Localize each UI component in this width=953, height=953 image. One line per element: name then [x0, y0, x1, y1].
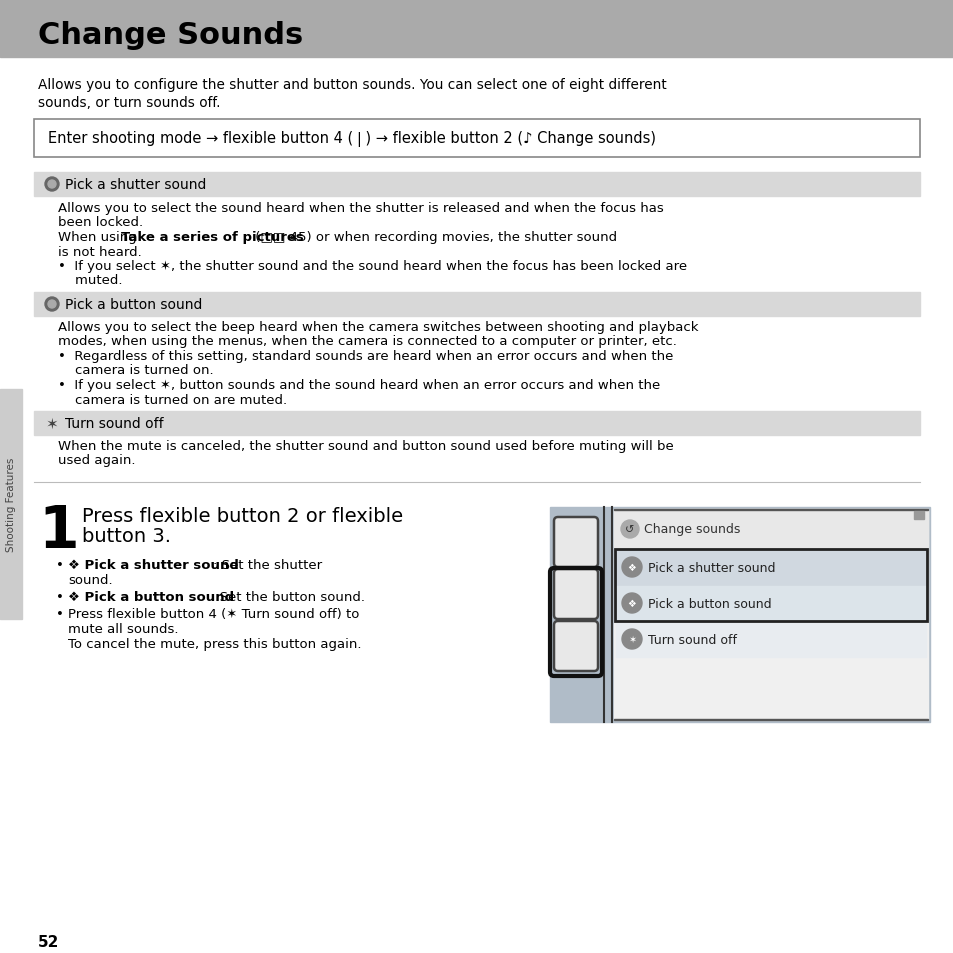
Text: ↺: ↺ [624, 524, 634, 535]
Text: camera is turned on are muted.: camera is turned on are muted. [58, 393, 287, 406]
Text: •  If you select ✶, the shutter sound and the sound heard when the focus has bee: • If you select ✶, the shutter sound and… [58, 260, 686, 273]
Text: used again.: used again. [58, 454, 135, 467]
Text: Turn sound off: Turn sound off [65, 416, 164, 431]
Text: ✶: ✶ [627, 635, 636, 644]
Text: Press flexible button 2 or flexible: Press flexible button 2 or flexible [82, 506, 403, 525]
FancyBboxPatch shape [554, 621, 598, 671]
Text: ✶: ✶ [46, 416, 58, 431]
Text: ❖: ❖ [627, 562, 636, 573]
Circle shape [621, 558, 641, 578]
Text: Pick a button sound: Pick a button sound [647, 597, 771, 610]
Text: button 3.: button 3. [82, 526, 171, 545]
Text: Change sounds: Change sounds [643, 523, 740, 536]
Circle shape [48, 181, 56, 189]
Text: Pick a shutter sound: Pick a shutter sound [647, 561, 775, 574]
Text: Allows you to select the beep heard when the camera switches between shooting an: Allows you to select the beep heard when… [58, 320, 698, 334]
Text: (□□ 45) or when recording movies, the shutter sound: (□□ 45) or when recording movies, the sh… [251, 231, 617, 244]
Text: sounds, or turn sounds off.: sounds, or turn sounds off. [38, 96, 220, 110]
Text: •  If you select ✶, button sounds and the sound heard when an error occurs and w: • If you select ✶, button sounds and the… [58, 378, 659, 392]
Text: been locked.: been locked. [58, 216, 143, 230]
Text: Pick a shutter sound: Pick a shutter sound [65, 178, 206, 192]
FancyBboxPatch shape [34, 120, 919, 158]
Text: Allows you to configure the shutter and button sounds. You can select one of eig: Allows you to configure the shutter and … [38, 78, 666, 91]
Bar [614, 510, 927, 511]
Text: sound.: sound. [68, 574, 112, 586]
Text: : Set the shutter: : Set the shutter [213, 558, 322, 572]
Bar [34, 293, 919, 316]
Text: Take a series of pictures: Take a series of pictures [121, 231, 303, 244]
Text: •: • [56, 590, 64, 603]
Circle shape [45, 178, 59, 192]
Circle shape [48, 301, 56, 309]
Bar [34, 172, 919, 196]
Text: 52: 52 [38, 934, 59, 949]
Text: Press flexible button 4 (✶ Turn sound off) to: Press flexible button 4 (✶ Turn sound of… [68, 607, 359, 620]
Bar [550, 507, 929, 722]
Text: ❖ Pick a button sound: ❖ Pick a button sound [68, 590, 233, 603]
Bar [616, 551, 925, 585]
Text: •: • [56, 607, 64, 620]
Text: Turn sound off: Turn sound off [647, 633, 737, 646]
Text: is not heard.: is not heard. [58, 245, 142, 258]
Text: camera is turned on.: camera is turned on. [58, 364, 213, 377]
Text: modes, when using the menus, when the camera is connected to a computer or print: modes, when using the menus, when the ca… [58, 335, 677, 348]
Circle shape [621, 594, 641, 614]
Text: Enter shooting mode → flexible button 4 (❘) → flexible button 2 (♪ Change sounds: Enter shooting mode → flexible button 4 … [48, 131, 656, 147]
Text: •  Regardless of this setting, standard sounds are heard when an error occurs an: • Regardless of this setting, standard s… [58, 350, 673, 363]
Text: Pick a button sound: Pick a button sound [65, 297, 202, 312]
Text: Allows you to select the sound heard when the shutter is released and when the f: Allows you to select the sound heard whe… [58, 202, 663, 214]
FancyBboxPatch shape [554, 569, 598, 619]
Text: ❖: ❖ [627, 598, 636, 608]
FancyBboxPatch shape [554, 517, 598, 567]
Bar [614, 510, 927, 550]
Bar [913, 512, 923, 519]
Text: Shooting Features: Shooting Features [6, 457, 16, 552]
Text: When using: When using [58, 231, 141, 244]
Bar [616, 586, 925, 621]
Text: mute all sounds.: mute all sounds. [68, 622, 178, 636]
Text: ❖ Pick a shutter sound: ❖ Pick a shutter sound [68, 558, 238, 572]
Text: 1: 1 [38, 502, 78, 559]
Bar [614, 510, 927, 720]
Text: When the mute is canceled, the shutter sound and button sound used before muting: When the mute is canceled, the shutter s… [58, 439, 673, 453]
Text: Change Sounds: Change Sounds [38, 22, 303, 51]
Text: •: • [56, 558, 64, 572]
Bar [34, 412, 919, 436]
Text: To cancel the mute, press this button again.: To cancel the mute, press this button ag… [68, 638, 361, 650]
Text: muted.: muted. [58, 274, 122, 287]
Circle shape [621, 629, 641, 649]
Circle shape [45, 297, 59, 312]
Circle shape [620, 520, 639, 538]
Text: : Set the button sound.: : Set the button sound. [211, 590, 365, 603]
Bar [0, 0, 953, 58]
Bar [0, 390, 22, 619]
Bar [616, 622, 925, 658]
